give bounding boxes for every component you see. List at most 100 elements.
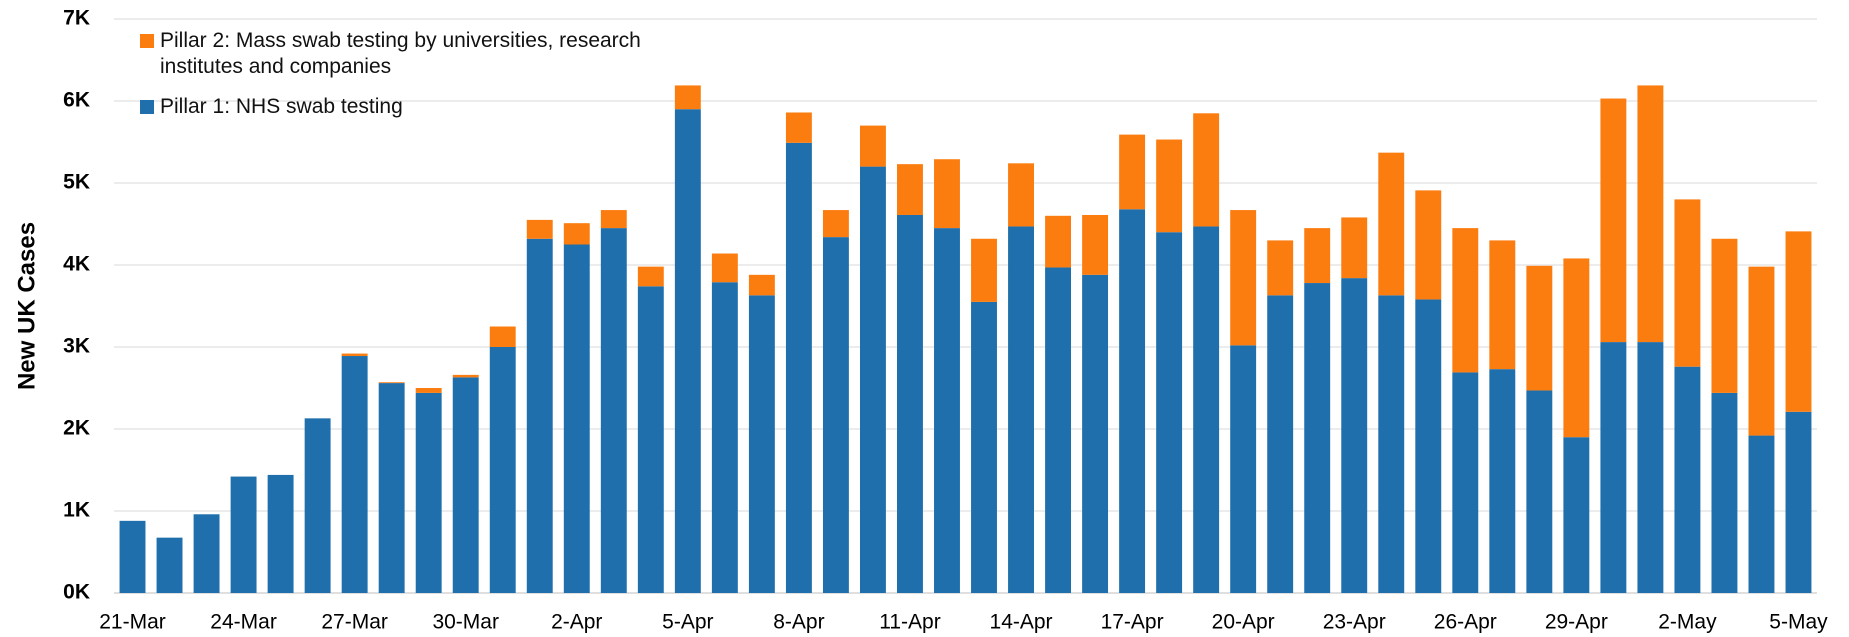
bar-segment	[489, 347, 516, 593]
bar-segment	[637, 286, 664, 593]
bar-segment	[1082, 274, 1109, 593]
bar-segment	[785, 142, 812, 593]
x-tick-label: 24-Mar	[210, 611, 277, 634]
bar-segment	[1748, 266, 1775, 436]
bar-segment	[1415, 299, 1442, 593]
bar-segment	[934, 159, 960, 229]
bar-segment	[156, 537, 183, 593]
bar-segment	[674, 109, 701, 593]
x-tick-label: 2-Apr	[551, 611, 602, 634]
bar-segment	[452, 377, 479, 593]
x-tick-label: 26-Apr	[1434, 611, 1497, 634]
bar-segment	[859, 166, 886, 593]
bar-segment	[822, 210, 849, 238]
bar-segment	[1008, 163, 1034, 227]
bar-segment	[785, 112, 812, 143]
bar-segment	[341, 356, 368, 593]
bar-segment	[1563, 437, 1590, 593]
x-tick-label: 23-Apr	[1323, 611, 1386, 634]
bar-segment	[452, 374, 479, 378]
bar-segment	[1119, 134, 1146, 210]
bar-segment	[934, 228, 960, 593]
x-tick-label: 21-Mar	[99, 611, 166, 634]
bar-segment	[971, 301, 997, 593]
bar-segment	[1526, 390, 1553, 593]
bar-segment	[859, 125, 886, 167]
bar-segment	[637, 266, 664, 287]
bar-segment	[230, 476, 257, 593]
bar-segment	[1711, 392, 1738, 593]
bar-segment	[1008, 226, 1034, 593]
y-tick-label: 2K	[63, 417, 90, 440]
x-tick-label: 17-Apr	[1101, 611, 1164, 634]
x-tick-label: 8-Apr	[773, 611, 824, 634]
bar-segment	[1045, 267, 1072, 593]
bar-segment	[1748, 435, 1775, 593]
x-tick-label: 29-Apr	[1545, 611, 1608, 634]
y-tick-label: 7K	[63, 7, 90, 30]
bar-segment	[1156, 232, 1183, 593]
bar-segment	[1045, 215, 1072, 268]
bar-segment	[1378, 152, 1405, 296]
bar-segment	[971, 238, 997, 302]
bar-segment	[415, 388, 442, 393]
bar-segment	[1267, 295, 1294, 593]
legend-label: Pillar 2: Mass swab testing by universit…	[160, 29, 641, 78]
legend-swatch	[140, 34, 154, 48]
bar-segment	[1378, 295, 1405, 593]
legend: Pillar 2: Mass swab testing by universit…	[140, 28, 680, 134]
bar-segment	[526, 219, 553, 239]
bar-segment	[897, 214, 923, 594]
bar-segment	[1674, 199, 1701, 367]
legend-item: Pillar 2: Mass swab testing by universit…	[140, 28, 680, 80]
bar-segment	[1119, 209, 1146, 594]
y-tick-label: 6K	[63, 89, 90, 112]
bar-segment	[304, 418, 331, 593]
y-tick-label: 3K	[63, 335, 90, 358]
bar-segment	[193, 514, 220, 593]
bar-segment	[748, 274, 775, 296]
legend-label: Pillar 1: NHS swab testing	[160, 95, 403, 118]
bar-segment	[711, 282, 738, 593]
y-tick-label: 1K	[63, 499, 90, 522]
bar-segment	[600, 210, 627, 229]
bar-segment	[674, 85, 701, 110]
bar-segment	[1452, 228, 1479, 373]
bar-segment	[415, 392, 442, 593]
bar-segment	[1637, 85, 1664, 343]
bar-segment	[489, 326, 516, 347]
bar-segment	[119, 520, 146, 593]
bar-segment	[1304, 283, 1331, 593]
y-tick-label: 5K	[63, 171, 90, 194]
bar-segment	[1082, 214, 1109, 275]
bar-segment	[1230, 345, 1257, 593]
legend-swatch	[140, 100, 154, 114]
y-tick-label: 0K	[63, 581, 90, 604]
bar-segment	[1785, 231, 1812, 412]
bar-segment	[1156, 139, 1183, 233]
x-tick-label: 20-Apr	[1212, 611, 1275, 634]
bar-segment	[1193, 226, 1220, 593]
x-tick-label: 30-Mar	[432, 611, 499, 634]
x-tick-label: 5-Apr	[662, 611, 713, 634]
bar-segment	[1674, 366, 1701, 593]
bar-segment	[1341, 217, 1368, 279]
bar-segment	[1193, 113, 1220, 227]
bar-segment	[267, 474, 294, 593]
bar-segment	[1230, 210, 1257, 346]
x-tick-label: 11-Apr	[879, 611, 940, 634]
bar-segment	[526, 238, 553, 593]
bar-segment	[600, 228, 627, 593]
bar-segment	[1637, 342, 1664, 593]
bar-segment	[378, 382, 405, 384]
y-tick-label: 4K	[63, 253, 90, 276]
x-tick-label: 5-May	[1769, 611, 1828, 634]
x-tick-label: 2-May	[1658, 611, 1717, 634]
bar-segment	[1341, 278, 1368, 593]
bar-segment	[1489, 240, 1516, 370]
bar-segment	[711, 253, 738, 283]
bar-segment	[1785, 411, 1812, 593]
bar-segment	[341, 353, 368, 357]
bar-segment	[1415, 190, 1442, 300]
